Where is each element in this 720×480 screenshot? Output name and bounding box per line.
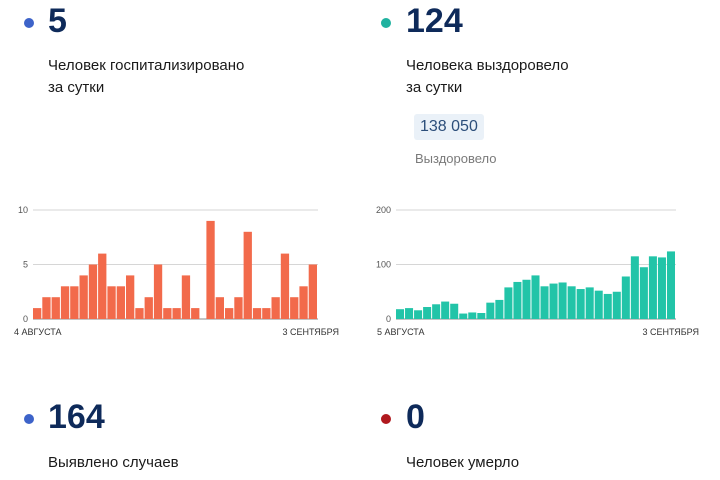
hospitalized-chart-bar: [299, 286, 308, 319]
hospitalized-chart-bar: [206, 220, 215, 319]
recovered-chart-bar: [558, 282, 567, 319]
hospitalized-dot: [24, 18, 34, 28]
recovered-dot: [381, 18, 391, 28]
hospitalized-chart-bar: [163, 308, 172, 319]
hospitalized-chart-bar: [70, 286, 79, 319]
hospitalized-chart-bar: [290, 297, 299, 319]
hospitalized-chart-bar: [88, 264, 98, 319]
hospitalized-chart-xlabel-end: 3 СЕНТЯБРЯ: [282, 327, 339, 337]
recovered-chart-bar: [540, 286, 549, 319]
recovered-number: 124: [406, 2, 463, 40]
deaths-label: Человек умерло: [406, 454, 520, 471]
hospitalized-chart-bar: [116, 286, 125, 319]
deaths-number: 0: [406, 398, 425, 436]
cases-number: 164: [48, 398, 105, 436]
hospitalized-number: 5: [48, 2, 67, 40]
hospitalized-chart-bar: [234, 297, 243, 319]
recovered-chart-bar: [594, 290, 603, 319]
hospitalized-chart-ytick-label: 10: [18, 205, 28, 215]
hospitalized-chart-ytick-label: 0: [23, 314, 28, 324]
recovered-chart-ytick-label: 0: [386, 314, 391, 324]
recovered-chart-bar: [576, 289, 585, 320]
hospitalized-chart-bar: [98, 253, 107, 319]
recovered-chart-bar: [477, 313, 486, 319]
recovered-chart-bar: [612, 291, 621, 319]
hospitalized-chart-bar: [153, 264, 163, 319]
hospitalized-chart-bar: [225, 308, 234, 319]
hospitalized-chart-bar: [126, 275, 135, 319]
hospitalized-chart-bar: [33, 308, 42, 319]
hospitalized-chart-bar: [144, 297, 153, 319]
recovered-label-line1: Человека выздоровело: [406, 57, 569, 74]
recovered-chart-bar: [603, 293, 612, 319]
recovered-chart-bar: [459, 313, 468, 319]
recovered-chart-bar: [486, 302, 495, 319]
hospitalized-chart-bar: [79, 275, 88, 319]
deaths-dot: [381, 414, 391, 424]
recovered-total-label: Выздоровело: [415, 151, 497, 166]
cases-label: Выявлено случаев: [48, 454, 179, 471]
hospitalized-bar-chart: 0 5 10 4 АВГУСТА 3 СЕНТЯБРЯ: [14, 205, 339, 337]
recovered-chart-ytick-label: 200: [376, 205, 391, 215]
recovered-chart-bar: [450, 303, 459, 319]
recovered-chart-xlabel-start: 5 АВГУСТА: [377, 327, 425, 337]
hospitalized-label-line2: за сутки: [48, 79, 105, 96]
recovered-chart-xlabel-end: 3 СЕНТЯБРЯ: [642, 327, 699, 337]
hospitalized-chart-bar: [262, 308, 271, 319]
hospitalized-chart-bar: [181, 275, 191, 319]
recovered-chart-bar: [549, 283, 558, 319]
recovered-chart-bar: [405, 308, 414, 319]
recovered-chart-bar: [567, 286, 576, 319]
recovered-total-badge: 138 050: [414, 114, 484, 140]
recovered-chart-bar: [441, 301, 450, 319]
hospitalized-chart-bar: [215, 297, 224, 319]
hospitalized-chart-bar: [191, 308, 200, 319]
hospitalized-chart-bar: [107, 286, 116, 319]
hospitalized-chart-bar: [51, 297, 60, 319]
hospitalized-chart-bar: [60, 286, 70, 319]
hospitalized-chart-bar: [243, 231, 252, 319]
recovered-chart-bar: [513, 281, 522, 319]
recovered-chart-bar: [504, 287, 513, 319]
recovered-chart-bar: [396, 309, 405, 319]
recovered-chart-ytick-label: 100: [376, 260, 391, 270]
recovered-chart-bar: [585, 287, 594, 319]
hospitalized-chart-ytick-label: 5: [23, 260, 28, 270]
recovered-chart-bar: [423, 307, 432, 319]
recovered-chart-bar: [495, 299, 504, 319]
hospitalized-chart-bar: [42, 297, 51, 319]
hospitalized-chart-bar: [271, 297, 280, 319]
recovered-chart-bar: [639, 267, 648, 319]
recovered-chart-bar: [468, 312, 477, 319]
recovered-chart-bar: [657, 257, 666, 319]
recovered-chart-bar: [414, 310, 423, 319]
hospitalized-chart-bar: [280, 253, 290, 319]
recovered-chart-bar: [432, 304, 441, 319]
recovered-chart-bar: [621, 276, 630, 319]
recovered-chart-bar: [522, 279, 531, 319]
recovered-chart-bar: [531, 275, 540, 319]
recovered-chart-bar: [630, 256, 639, 319]
hospitalized-chart-bar: [308, 264, 317, 319]
cases-dot: [24, 414, 34, 424]
hospitalized-label-line1: Человек госпитализировано: [48, 57, 245, 74]
recovered-label-line2: за сутки: [406, 79, 463, 96]
recovered-chart-bar: [666, 251, 675, 319]
recovered-chart-bar: [648, 256, 657, 319]
recovered-bar-chart: 0 100 200 5 АВГУСТА 3 СЕНТЯБРЯ: [376, 205, 699, 337]
hospitalized-chart-xlabel-start: 4 АВГУСТА: [14, 327, 62, 337]
hospitalized-chart-bar: [135, 308, 144, 319]
hospitalized-chart-bar: [172, 308, 181, 319]
hospitalized-chart-bar: [252, 308, 262, 319]
